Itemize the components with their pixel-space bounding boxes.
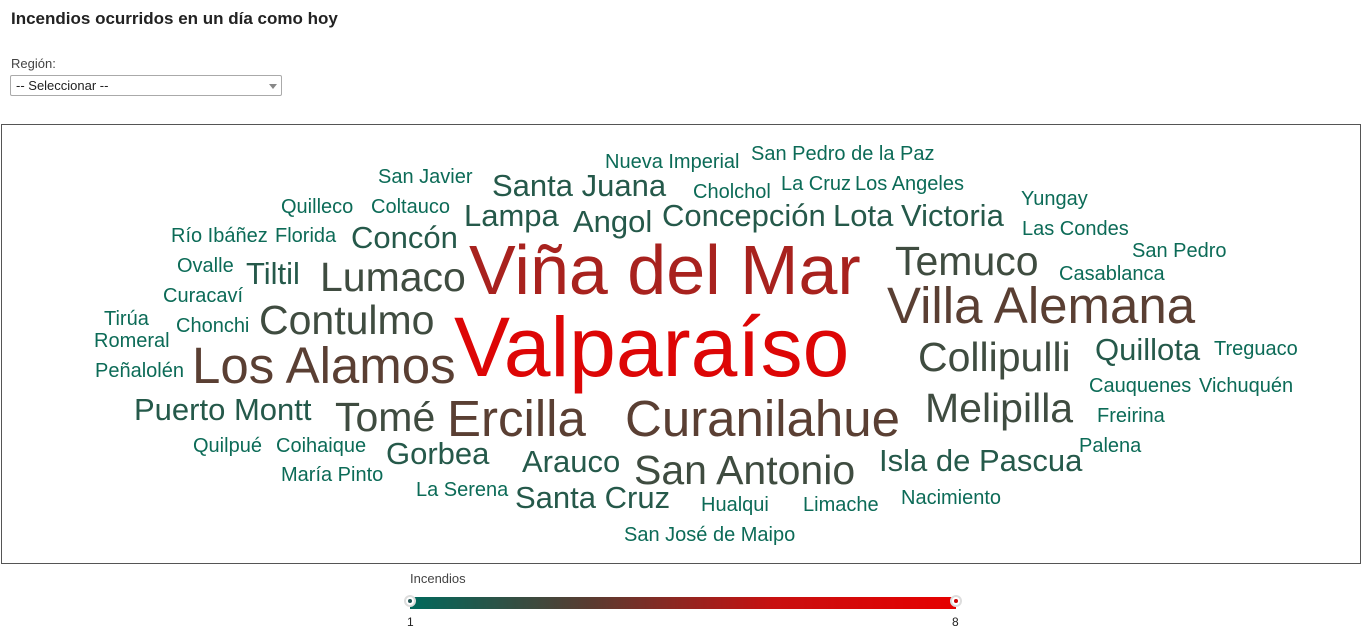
word-san-javier[interactable]: San Javier — [378, 166, 473, 188]
word-curacavi[interactable]: Curacaví — [163, 285, 244, 307]
legend-max-handle[interactable] — [950, 595, 962, 607]
word-lampa[interactable]: Lampa — [464, 198, 559, 233]
word-quilpue[interactable]: Quilpué — [193, 435, 262, 457]
word-isla-de-pascua[interactable]: Isla de Pascua — [879, 443, 1083, 478]
word-treguaco[interactable]: Treguaco — [1214, 338, 1298, 360]
word-maria-pinto[interactable]: María Pinto — [281, 464, 384, 486]
region-label: Región: — [11, 56, 56, 71]
word-tome[interactable]: Tomé — [335, 394, 436, 440]
word-valparaiso[interactable]: Valparaíso — [454, 300, 850, 394]
word-penalolen[interactable]: Peñalolén — [95, 360, 184, 382]
word-cauquenes[interactable]: Cauquenes — [1089, 375, 1192, 397]
word-villa-alemana[interactable]: Villa Alemana — [887, 277, 1196, 334]
word-cholchol[interactable]: Cholchol — [693, 181, 771, 203]
word-vina-del-mar[interactable]: Viña del Mar — [469, 231, 861, 309]
page-title: Incendios ocurridos en un día como hoy — [11, 9, 338, 28]
word-la-cruz[interactable]: La Cruz — [781, 173, 852, 195]
word-cloud: Valparaíso Viña del Mar Villa Alemana Lo… — [1, 124, 1361, 564]
region-select[interactable]: -- Seleccionar -- — [10, 75, 282, 96]
region-select-value: -- Seleccionar -- — [16, 78, 109, 93]
legend-color-bar — [410, 597, 956, 609]
word-tiltil[interactable]: Tiltil — [246, 256, 300, 291]
legend-title: Incendios — [410, 571, 466, 586]
word-nueva-imperial[interactable]: Nueva Imperial — [605, 151, 740, 173]
word-angol[interactable]: Angol — [573, 204, 653, 239]
word-vichuquen[interactable]: Vichuquén — [1199, 375, 1294, 397]
word-victoria[interactable]: Victoria — [901, 198, 1004, 233]
word-tirua[interactable]: Tirúa — [104, 308, 149, 330]
word-concepcion[interactable]: Concepción — [662, 198, 826, 233]
word-freirina[interactable]: Freirina — [1097, 405, 1165, 427]
word-contulmo[interactable]: Contulmo — [259, 297, 435, 343]
word-san-pedro-de-la-paz[interactable]: San Pedro de la Paz — [751, 143, 935, 165]
word-lumaco[interactable]: Lumaco — [320, 254, 466, 300]
word-romeral[interactable]: Romeral — [94, 330, 170, 352]
word-coihaique[interactable]: Coihaique — [276, 435, 367, 457]
word-casablanca[interactable]: Casablanca — [1059, 263, 1165, 285]
word-temuco[interactable]: Temuco — [895, 238, 1039, 284]
word-coltauco[interactable]: Coltauco — [371, 196, 450, 218]
word-san-pedro[interactable]: San Pedro — [1132, 240, 1227, 262]
word-ovalle[interactable]: Ovalle — [177, 255, 234, 277]
word-melipilla[interactable]: Melipilla — [925, 385, 1074, 431]
word-hualqui[interactable]: Hualqui — [701, 494, 769, 516]
word-florida[interactable]: Florida — [275, 225, 337, 247]
word-chonchi[interactable]: Chonchi — [176, 315, 250, 337]
word-san-antonio[interactable]: San Antonio — [634, 447, 856, 493]
word-arauco[interactable]: Arauco — [522, 444, 621, 479]
word-santa-cruz[interactable]: Santa Cruz — [515, 480, 671, 515]
word-curanilahue[interactable]: Curanilahue — [625, 390, 901, 447]
word-quillota[interactable]: Quillota — [1095, 332, 1201, 367]
word-concon[interactable]: Concón — [351, 220, 458, 255]
legend-min-handle[interactable] — [404, 595, 416, 607]
word-los-angeles[interactable]: Los Angeles — [855, 173, 964, 195]
word-ercilla[interactable]: Ercilla — [447, 390, 586, 447]
legend-max-label: 8 — [952, 615, 959, 629]
word-limache[interactable]: Limache — [803, 494, 879, 516]
word-nacimiento[interactable]: Nacimiento — [901, 487, 1002, 509]
word-yungay[interactable]: Yungay — [1021, 188, 1088, 210]
word-collipulli[interactable]: Collipulli — [918, 334, 1071, 380]
word-quilleco[interactable]: Quilleco — [281, 196, 354, 218]
word-puerto-montt[interactable]: Puerto Montt — [134, 392, 312, 427]
word-gorbea[interactable]: Gorbea — [386, 436, 490, 471]
word-la-serena[interactable]: La Serena — [416, 479, 509, 501]
word-san-jose-de-maipo[interactable]: San José de Maipo — [624, 524, 796, 546]
word-rio-ibanez[interactable]: Río Ibáñez — [171, 225, 268, 247]
chevron-down-icon — [269, 84, 277, 89]
word-lota[interactable]: Lota — [833, 198, 894, 233]
word-los-alamos[interactable]: Los Alamos — [192, 337, 456, 394]
word-las-condes[interactable]: Las Condes — [1022, 218, 1129, 240]
legend-min-label: 1 — [407, 615, 414, 629]
word-palena[interactable]: Palena — [1079, 435, 1142, 457]
word-santa-juana[interactable]: Santa Juana — [492, 168, 667, 203]
